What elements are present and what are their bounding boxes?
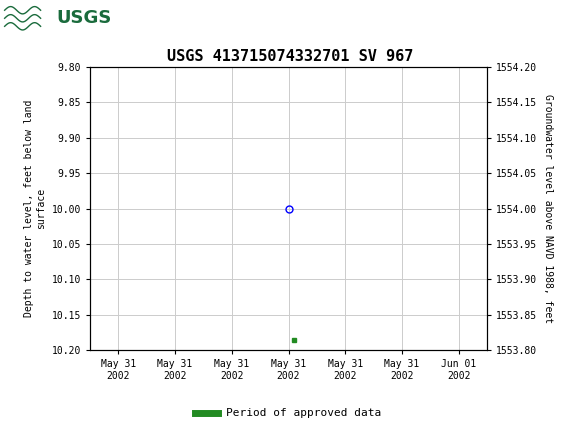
- Bar: [3, 3, 96, 34]
- Legend: Period of approved data: Period of approved data: [191, 404, 386, 423]
- Text: USGS 413715074332701 SV 967: USGS 413715074332701 SV 967: [167, 49, 413, 64]
- Y-axis label: Depth to water level, feet below land
surface: Depth to water level, feet below land su…: [24, 100, 46, 317]
- Y-axis label: Groundwater level above NAVD 1988, feet: Groundwater level above NAVD 1988, feet: [543, 94, 553, 323]
- Text: USGS: USGS: [57, 9, 112, 27]
